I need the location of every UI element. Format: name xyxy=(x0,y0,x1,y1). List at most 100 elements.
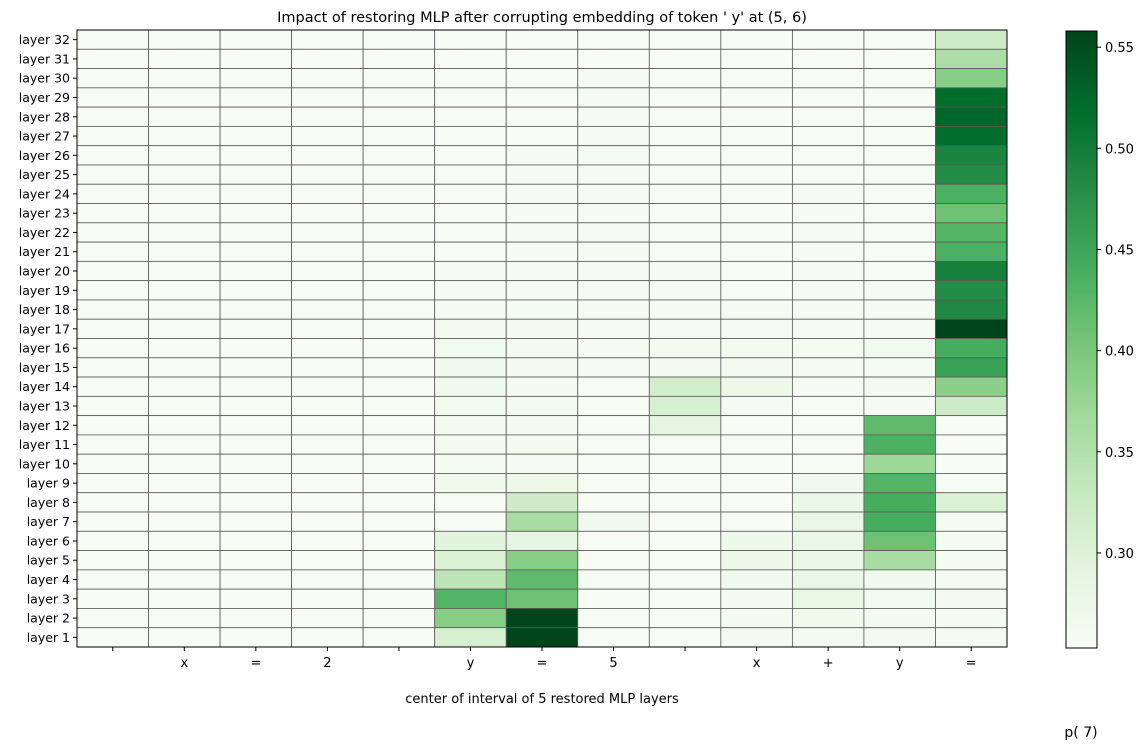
heatmap-cell xyxy=(863,569,936,590)
heatmap-cell xyxy=(863,260,936,282)
heatmap-cell xyxy=(362,48,436,69)
heatmap-cell xyxy=(291,588,364,609)
heatmap-cell xyxy=(76,299,149,320)
heatmap-cell xyxy=(577,145,650,166)
heatmap-cell xyxy=(505,318,579,339)
heatmap-cell xyxy=(935,357,1008,378)
heatmap-cell xyxy=(935,106,1008,127)
heatmap-cell xyxy=(505,530,579,551)
heatmap-cell xyxy=(791,87,865,108)
heatmap-cell xyxy=(648,145,722,166)
heatmap-cell xyxy=(863,357,936,378)
heatmap-cell xyxy=(720,530,793,551)
heatmap-cell xyxy=(291,318,364,339)
chart-title: Impact of restoring MLP after corrupting… xyxy=(277,10,807,26)
heatmap-cell xyxy=(648,453,722,474)
heatmap-cell xyxy=(291,106,364,127)
heatmap-cell xyxy=(362,241,436,262)
heatmap-cell xyxy=(434,48,507,69)
heatmap-cell xyxy=(720,183,793,204)
heatmap-cell xyxy=(791,145,865,166)
heatmap-cell xyxy=(648,608,722,629)
y-tick-label: layer 25 xyxy=(19,167,70,182)
heatmap-cell xyxy=(648,203,722,224)
heatmap-cell xyxy=(291,241,364,262)
heatmap-cell xyxy=(362,434,436,455)
heatmap-cell xyxy=(434,588,507,609)
heatmap-cell xyxy=(291,511,364,532)
heatmap-cell xyxy=(148,338,221,359)
heatmap-cell xyxy=(505,280,579,301)
x-tick-label: = xyxy=(537,656,548,671)
heatmap-cell xyxy=(362,164,436,185)
heatmap-cell xyxy=(76,434,149,455)
heatmap-cell xyxy=(219,338,293,359)
heatmap-cell xyxy=(434,299,507,320)
heatmap-cell xyxy=(505,608,579,629)
heatmap-cell xyxy=(76,338,149,359)
x-tick-label: = xyxy=(966,656,977,671)
heatmap-cell xyxy=(291,608,364,629)
y-tick-label: layer 20 xyxy=(19,264,70,279)
heatmap-cell xyxy=(720,569,793,590)
heatmap-cell xyxy=(863,29,936,50)
heatmap-cell xyxy=(148,126,221,147)
heatmap-cell xyxy=(291,145,364,166)
heatmap-cell xyxy=(219,87,293,108)
heatmap-cell xyxy=(434,260,507,282)
heatmap-cell xyxy=(434,145,507,166)
heatmap-cell xyxy=(577,126,650,147)
heatmap-cell xyxy=(434,338,507,359)
heatmap-cell xyxy=(720,145,793,166)
heatmap-cell xyxy=(148,569,221,590)
heatmap-cell xyxy=(863,68,936,89)
heatmap-cell xyxy=(577,608,650,629)
heatmap-cell xyxy=(148,87,221,108)
heatmap-cell xyxy=(291,126,364,147)
heatmap-cell xyxy=(791,511,865,532)
heatmap-cell xyxy=(720,106,793,127)
plot-frame xyxy=(76,29,1008,648)
heatmap-cell xyxy=(505,473,579,494)
heatmap-cell xyxy=(434,569,507,590)
y-tick-label: layer 31 xyxy=(19,51,70,66)
heatmap-cell xyxy=(720,434,793,455)
heatmap-cell xyxy=(219,492,293,513)
heatmap-cell xyxy=(791,569,865,590)
heatmap-cell xyxy=(935,453,1008,474)
heatmap-cell xyxy=(148,164,221,185)
heatmap-cell xyxy=(291,376,364,397)
heatmap-cell xyxy=(148,222,221,243)
heatmap-cell xyxy=(291,164,364,185)
heatmap-cell xyxy=(720,222,793,243)
heatmap-cell xyxy=(791,376,865,397)
heatmap-cell xyxy=(648,569,722,590)
heatmap-cell xyxy=(291,550,364,571)
heatmap-cell xyxy=(76,608,149,629)
x-tick-label: 5 xyxy=(609,656,617,671)
heatmap-cell xyxy=(791,222,865,243)
heatmap-cell xyxy=(148,318,221,339)
heatmap-cell xyxy=(291,68,364,89)
heatmap-cell xyxy=(76,164,149,185)
heatmap-cell xyxy=(791,415,865,436)
y-tick-label: layer 22 xyxy=(19,225,70,240)
heatmap-cell xyxy=(219,530,293,551)
heatmap-cell xyxy=(648,492,722,513)
x-tick-label: = xyxy=(250,656,261,671)
heatmap-cell xyxy=(362,299,436,320)
heatmap-cell xyxy=(148,608,221,629)
heatmap-cell xyxy=(791,473,865,494)
y-tick-label: layer 30 xyxy=(19,71,70,86)
heatmap-cell xyxy=(648,530,722,551)
heatmap-cell xyxy=(219,395,293,417)
heatmap-cell xyxy=(291,357,364,378)
heatmap-cell xyxy=(219,222,293,243)
heatmap-cell xyxy=(720,395,793,417)
heatmap-cell xyxy=(791,318,865,339)
heatmap-cell xyxy=(863,627,936,648)
heatmap-cell xyxy=(935,126,1008,147)
heatmap-cell xyxy=(76,145,149,166)
heatmap-cell xyxy=(720,376,793,397)
heatmap-cell xyxy=(148,492,221,513)
